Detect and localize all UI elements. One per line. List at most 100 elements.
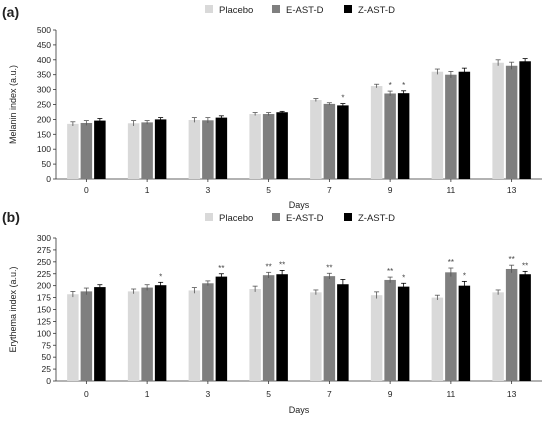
- panel-b-xtick-label: 13: [507, 389, 517, 399]
- panel-b-bar-z-ast-d-day-3: [215, 276, 228, 381]
- panel-a-bar-placebo-day-1: [127, 123, 140, 179]
- panel-a-ytick-label: 350: [37, 70, 51, 80]
- panel-b-label: (b): [2, 209, 20, 225]
- panel-b-bar-e-ast-d-day-0: [80, 291, 93, 381]
- panel-b-ytick-label: 0: [46, 376, 51, 386]
- panel-a-bar-z-ast-d-day-9: [397, 93, 410, 179]
- panel-b-bar-placebo-day-9: [370, 295, 383, 381]
- panel-a-ytick-label: 500: [37, 25, 51, 35]
- panel-b-significance-mark: **: [509, 255, 515, 264]
- panel-b-bar-placebo-day-7: [310, 292, 322, 381]
- panel-b-bar-placebo-day-1: [127, 291, 140, 381]
- panel-b-bar-e-ast-d-day-5: [262, 275, 275, 381]
- panel-a-bar-placebo-day-9: [370, 86, 383, 179]
- panel-b-legend-label-0: Placebo: [219, 213, 253, 224]
- panel-b-bar-placebo-day-13: [492, 292, 504, 381]
- panel-b-bar-e-ast-d-day-13: [505, 268, 518, 381]
- panel-b-bar-z-ast-d-day-5: [276, 274, 288, 381]
- panel-b-bar-e-ast-d-day-7: [323, 276, 336, 381]
- panel-a-bar-z-ast-d-day-7: [337, 105, 349, 179]
- panel-b-significance-mark: **: [279, 260, 285, 269]
- panel-b-bar-placebo-day-11: [431, 297, 444, 381]
- panel-a-xtick-label: 9: [388, 185, 393, 195]
- panel-a-significance-mark: *: [402, 81, 405, 90]
- panel-b-xtick-label: 3: [206, 389, 211, 399]
- panel-b-xtick-label: 1: [145, 389, 150, 399]
- panel-a-y-axis-title: Melanin index (a.u.): [8, 65, 18, 144]
- panel-b-xtick-label: 0: [84, 389, 89, 399]
- panel-b-ytick-label: 225: [37, 269, 51, 279]
- panel-a-bar-placebo-day-0: [67, 123, 79, 179]
- panel-b-significance-mark: **: [387, 267, 393, 276]
- panel-b-significance-mark: *: [463, 271, 466, 280]
- panel-b-ytick-label: 100: [37, 328, 51, 338]
- panel-b-bar-e-ast-d-day-3: [202, 283, 214, 381]
- panel-b-ytick-label: 175: [37, 293, 51, 303]
- panel-a-legend-label-1: E-AST-D: [286, 5, 324, 16]
- panel-a-ytick-label: 150: [37, 129, 51, 139]
- panel-b-significance-mark: *: [402, 273, 405, 282]
- panel-b-xtick-label: 9: [388, 389, 393, 399]
- panel-a-legend-swatch-1: [272, 5, 280, 13]
- panel-a-bar-e-ast-d-day-13: [505, 65, 518, 179]
- panel-b-ytick-label: 300: [37, 233, 51, 243]
- panel-b-ytick-label: 250: [37, 257, 51, 267]
- panel-a-xtick-label: 1: [145, 185, 150, 195]
- panel-b-bar-z-ast-d-day-1: [154, 285, 167, 381]
- panel-b-significance-mark: **: [218, 264, 224, 273]
- panel-a-ytick-label: 450: [37, 40, 51, 50]
- panel-b-ytick-label: 25: [42, 364, 52, 374]
- panel-b-bar-e-ast-d-day-11: [445, 272, 457, 381]
- panel-a-bar-placebo-day-13: [492, 62, 504, 179]
- panel-b-significance-mark: **: [522, 261, 528, 270]
- panel-a-ytick-label: 100: [37, 144, 51, 154]
- panel-a-bar-z-ast-d-day-3: [215, 117, 228, 179]
- panel-a-x-axis-title: Days: [289, 200, 310, 210]
- panel-b-significance-mark: **: [266, 262, 272, 271]
- panel-a-bar-e-ast-d-day-3: [202, 120, 214, 179]
- panel-a-ytick-label: 50: [42, 159, 52, 169]
- panel-b-bar-placebo-day-5: [249, 289, 261, 381]
- panel-a-bar-placebo-day-5: [249, 114, 261, 179]
- panel-a-bar-placebo-day-11: [431, 71, 444, 179]
- panel-b-ytick-label: 125: [37, 316, 51, 326]
- panel-b-bar-z-ast-d-day-0: [94, 287, 106, 381]
- panel-a-legend-swatch-2: [344, 5, 352, 13]
- panel-b-bar-e-ast-d-day-9: [384, 279, 396, 381]
- panel-b-ytick-label: 150: [37, 305, 51, 315]
- panel-b-bar-z-ast-d-day-7: [337, 284, 349, 381]
- panel-a-legend-swatch-0: [205, 5, 213, 13]
- panel-b-xtick-label: 7: [327, 389, 332, 399]
- panel-a-bar-placebo-day-3: [188, 119, 201, 179]
- panel-b-xtick-label: 5: [266, 389, 271, 399]
- panel-a-bar-e-ast-d-day-0: [80, 122, 93, 179]
- panel-b-bar-placebo-day-3: [188, 290, 201, 381]
- panel-a-significance-mark: *: [341, 94, 344, 103]
- panel-a-ytick-label: 300: [37, 85, 51, 95]
- panel-b-significance-mark: **: [326, 263, 332, 272]
- panel-b-ytick-label: 50: [42, 352, 52, 362]
- panel-b-bar-z-ast-d-day-13: [519, 274, 531, 381]
- panel-a-ytick-label: 0: [46, 174, 51, 184]
- panel-b-legend-label-1: E-AST-D: [286, 213, 324, 224]
- panel-a-xtick-label: 13: [507, 185, 517, 195]
- panel-a-bar-e-ast-d-day-9: [384, 93, 396, 179]
- panel-b-ytick-label: 275: [37, 245, 51, 255]
- panel-a-bar-z-ast-d-day-13: [519, 61, 531, 179]
- panel-a-legend-label-0: Placebo: [219, 5, 253, 16]
- panel-b-significance-mark: *: [159, 272, 162, 281]
- panel-a-xtick-label: 11: [446, 185, 455, 195]
- panel-a-bar-z-ast-d-day-5: [276, 112, 288, 179]
- panel-b-ytick-label: 75: [42, 340, 52, 350]
- panel-b-bar-z-ast-d-day-11: [458, 285, 471, 381]
- panel-a-bar-z-ast-d-day-1: [154, 119, 167, 179]
- panel-a-bar-e-ast-d-day-1: [141, 122, 153, 179]
- panel-b-bar-z-ast-d-day-9: [397, 286, 410, 381]
- panel-a-bar-placebo-day-7: [310, 100, 322, 179]
- panel-b-bar-e-ast-d-day-1: [141, 287, 153, 381]
- panel-b-xtick-label: 11: [446, 389, 455, 399]
- panel-a-ytick-label: 250: [37, 100, 51, 110]
- panel-a-xtick-label: 0: [84, 185, 89, 195]
- panel-b-ytick-label: 200: [37, 281, 51, 291]
